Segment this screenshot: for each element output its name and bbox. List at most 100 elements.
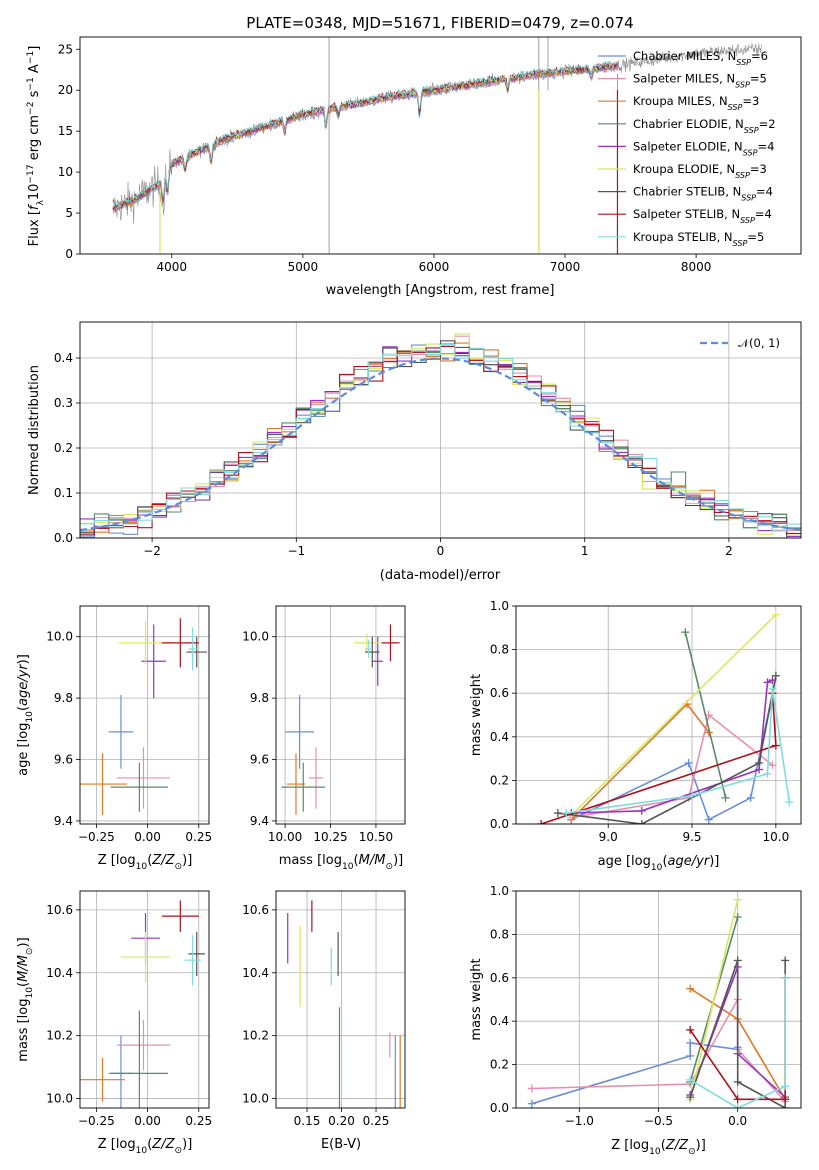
y-tick-label: 0.1 <box>54 486 73 500</box>
histogram-kroupa_stelib <box>80 343 801 538</box>
weight-line-kroupa_stelib <box>566 688 791 814</box>
y-tick-label: 0.2 <box>490 773 509 787</box>
ebv_mass-panel: 0.15 0.20 0.25 10.0 10.2 10.4 10.6 E(B-V) <box>242 890 406 1152</box>
legend-label: Salpeter MILES, NSSP=5 <box>633 72 767 90</box>
y-tick-label: 9.8 <box>54 691 73 705</box>
histograms <box>80 333 801 538</box>
z_age-panel: −0.25 0.00 0.25 9.4 9.6 9.8 10.0 age [log10(age… <box>16 605 212 872</box>
y-tick-label: 10.4 <box>242 966 269 980</box>
x-tick-label: 0.00 <box>134 830 161 844</box>
z_age-points <box>80 618 207 815</box>
mass_age-panel: 10.00 10.25 10.50 9.4 9.6 9.8 10.0 mass [log10(… <box>242 605 406 872</box>
x-tick-label: −0.25 <box>78 1114 115 1128</box>
y-tick-label: 25 <box>58 42 73 56</box>
y-tick-label: 0.8 <box>490 643 509 657</box>
axes-frame <box>275 605 406 825</box>
y-tick-label: 5 <box>65 206 73 220</box>
y-tick-label: 10.6 <box>242 903 269 917</box>
mass_age-x-label: mass [log10(M/M⊙)] <box>279 853 403 872</box>
y-tick-label: 15 <box>58 124 73 138</box>
y-tick-label: 0 <box>65 247 73 261</box>
x-tick-label: 0.25 <box>185 830 212 844</box>
residuals-y-label: Normed distribution <box>27 365 42 495</box>
y-tick-label: 10.4 <box>46 966 73 980</box>
x-tick-label: −0.25 <box>78 830 115 844</box>
axes-frame <box>79 321 802 539</box>
x-tick-label: −2 <box>143 544 161 558</box>
ebv_mass-x-label: E(B-V) <box>321 1137 361 1152</box>
spectrum-legend: Chabrier MILES, NSSP=6 Salpeter MILES, NS… <box>598 49 776 247</box>
x-tick-label: 10.00 <box>268 830 302 844</box>
axes-frame <box>515 605 802 825</box>
z_mass-panel: −0.25 0.00 0.25 10.0 10.2 10.4 10.6 mass [log10… <box>16 890 212 1156</box>
spectrum-lines <box>112 37 762 254</box>
z_mass-points <box>80 900 205 1108</box>
z_mass-x-label: Z [log10(Z/Z⊙)] <box>98 1137 193 1156</box>
y-tick-label: 9.6 <box>54 753 73 767</box>
axes-frame <box>79 890 210 1109</box>
x-tick-label: 0.20 <box>328 1114 355 1128</box>
y-tick-label: 10.0 <box>242 1092 269 1106</box>
z_weight-series <box>527 895 790 1108</box>
model-spectrum-line-chabrier_elodie <box>112 64 618 211</box>
y-tick-label: 0.4 <box>490 1014 509 1028</box>
y-tick-label: 0.6 <box>490 971 509 985</box>
axes-frame <box>79 605 210 825</box>
model-spectrum-line-kroupa_stelib <box>112 60 618 208</box>
y-tick-label: 10.0 <box>46 1092 73 1106</box>
spectrum-title: PLATE=0348, MJD=51671, FIBERID=0479, z=0… <box>246 14 633 32</box>
y-tick-label: 20 <box>58 83 73 97</box>
x-tick-label: 10.50 <box>359 830 393 844</box>
residuals-x-label: (data-model)/error <box>380 568 501 583</box>
y-tick-label: 0.0 <box>490 1101 509 1115</box>
z_weight-y-label: mass weight <box>469 958 484 1040</box>
y-tick-label: 0.4 <box>54 351 73 365</box>
y-tick-label: 9.8 <box>250 691 269 705</box>
x-tick-label: 10.0 <box>762 830 789 844</box>
axes-frame <box>515 890 802 1109</box>
age_weight-x-label: age [log10(age/yr)] <box>598 854 720 873</box>
x-tick-label: 0.00 <box>134 1114 161 1128</box>
y-tick-label: 9.4 <box>54 814 73 828</box>
axes-frame <box>79 36 802 255</box>
weight-line-kroupa_elodie <box>689 899 739 1100</box>
axes-frame <box>275 890 406 1109</box>
weight-line-salpeter_elodie <box>571 679 773 814</box>
y-tick-label: 0.4 <box>490 730 509 744</box>
x-tick-label: 1 <box>581 544 589 558</box>
y-tick-label: 0.3 <box>54 396 73 410</box>
age_weight-series <box>537 610 794 824</box>
spectrum-panel: PLATE=0348, MJD=51671, FIBERID=0479, z=0… <box>26 14 802 298</box>
x-tick-label: 0 <box>437 544 445 558</box>
y-tick-label: 10 <box>58 165 73 179</box>
x-tick-label: 8000 <box>681 260 712 274</box>
legend-label: Salpeter ELODIE, NSSP=4 <box>633 139 774 157</box>
z_age-x-label: Z [log10(Z/Z⊙)] <box>98 853 193 872</box>
model-spectrum-line-kroupa_miles <box>112 64 618 212</box>
y-tick-label: 0.8 <box>490 927 509 941</box>
y-tick-label: 10.0 <box>242 630 269 644</box>
x-tick-label: 9.5 <box>682 830 701 844</box>
model-spectrum-line-chabrier_stelib <box>112 60 618 211</box>
legend-label: Chabrier ELODIE, NSSP=2 <box>633 117 776 135</box>
age_weight-y-label: mass weight <box>469 674 484 756</box>
ebv_mass-points <box>287 900 401 1108</box>
y-tick-label: 0.2 <box>54 441 73 455</box>
weight-line-kroupa_elodie <box>570 614 777 816</box>
weight-line-chabrier_elodie <box>684 632 727 798</box>
x-tick-label: 10.25 <box>313 830 347 844</box>
mass_age-points <box>281 624 400 815</box>
normal-curve <box>80 357 801 532</box>
x-tick-label: 5000 <box>288 260 319 274</box>
y-tick-label: 0.0 <box>54 531 73 545</box>
model-spectrum-line-kroupa_elodie <box>112 63 618 210</box>
legend-label: Kroupa ELODIE, NSSP=3 <box>633 162 767 180</box>
spectrum-x-label: wavelength [Angstrom, rest frame] <box>326 283 555 298</box>
x-tick-label: 0.25 <box>185 1114 212 1128</box>
y-tick-label: 1.0 <box>490 884 509 898</box>
legend-label: Salpeter STELIB, NSSP=4 <box>633 207 772 225</box>
y-tick-label: 10.6 <box>46 903 73 917</box>
legend-label: Kroupa MILES, NSSP=3 <box>633 94 759 112</box>
x-tick-label: 2 <box>725 544 733 558</box>
